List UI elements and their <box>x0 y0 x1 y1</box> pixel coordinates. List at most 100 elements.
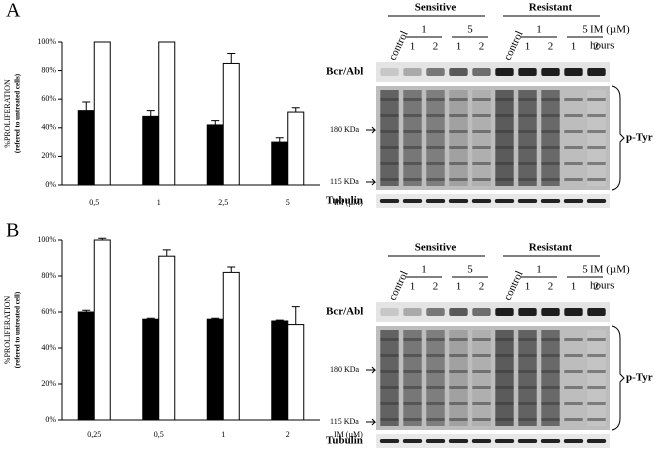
band <box>518 98 537 101</box>
band <box>426 114 445 117</box>
panel-label: B <box>6 220 19 242</box>
band <box>495 146 514 149</box>
panel-label: A <box>6 0 21 22</box>
band <box>403 130 422 133</box>
hour-label: 2 <box>594 281 600 293</box>
band <box>495 338 514 341</box>
band <box>426 146 445 149</box>
lane-label: control <box>502 29 526 62</box>
band <box>564 338 583 341</box>
band <box>587 402 606 405</box>
y-tick-label: 40% <box>41 123 56 132</box>
band <box>587 178 606 181</box>
error-bar <box>146 110 155 117</box>
band <box>518 308 537 316</box>
hour-label: 2 <box>594 41 600 53</box>
band <box>472 178 491 181</box>
band <box>541 146 560 149</box>
x-tick-label: 0,5 <box>154 430 164 439</box>
band <box>564 98 583 101</box>
band <box>472 338 491 341</box>
conc-label: 5 <box>582 264 588 276</box>
bar <box>271 320 289 421</box>
lane-smear <box>472 90 491 186</box>
band <box>518 114 537 117</box>
error-bar <box>211 120 220 125</box>
lane-smear <box>403 90 422 186</box>
band <box>425 439 446 443</box>
y-axis-label: (refered to untreated cell) <box>14 291 22 368</box>
bar <box>93 41 111 186</box>
bar <box>158 41 176 186</box>
group-label: Resistant <box>529 2 573 14</box>
group-label: Sensitive <box>415 2 457 14</box>
band <box>563 439 584 443</box>
bar <box>222 271 240 421</box>
bracket-label: p-Tyr <box>626 372 653 384</box>
band <box>380 308 399 316</box>
band <box>472 114 491 117</box>
band <box>586 199 607 203</box>
band <box>471 439 492 443</box>
x-axis-label: IM (µM) <box>334 430 363 439</box>
x-tick-label: 1 <box>221 430 225 439</box>
band <box>494 199 515 203</box>
band <box>448 439 469 443</box>
band <box>426 162 445 165</box>
error-bar <box>227 52 236 64</box>
band <box>380 386 399 389</box>
conc-label: 5 <box>467 24 473 36</box>
band <box>495 178 514 181</box>
band <box>403 308 422 316</box>
band <box>449 130 468 133</box>
band <box>587 114 606 117</box>
band <box>495 68 514 76</box>
hours-label: hours <box>590 280 614 292</box>
lane-smear <box>587 330 606 426</box>
hour-label: 1 <box>525 281 531 293</box>
error-bar <box>291 306 300 325</box>
blot-strip <box>376 194 610 208</box>
band <box>586 439 607 443</box>
band <box>541 130 560 133</box>
conc-label: 1 <box>536 264 542 276</box>
band <box>380 338 399 341</box>
band <box>403 146 422 149</box>
bar <box>206 124 224 186</box>
band <box>518 402 537 405</box>
band <box>564 146 583 149</box>
bracket <box>611 325 625 431</box>
error-bar <box>227 266 236 273</box>
band <box>380 68 399 76</box>
band <box>403 114 422 117</box>
band <box>541 418 560 421</box>
band <box>541 370 560 373</box>
conc-label: 5 <box>467 264 473 276</box>
band <box>540 199 561 203</box>
band <box>495 308 514 316</box>
hour-label: 1 <box>410 41 416 53</box>
band <box>541 308 560 316</box>
band <box>587 130 606 133</box>
band <box>495 354 514 357</box>
band <box>449 114 468 117</box>
conc-label: 1 <box>421 264 427 276</box>
band <box>380 114 399 117</box>
band <box>587 68 606 76</box>
lane-smear <box>518 330 537 426</box>
band <box>494 439 515 443</box>
hour-label: 1 <box>571 281 577 293</box>
band <box>402 199 423 203</box>
band <box>587 418 606 421</box>
band <box>495 370 514 373</box>
hour-label: 2 <box>433 41 439 53</box>
hour-label: 2 <box>548 41 554 53</box>
band <box>403 68 422 76</box>
conc-label: 1 <box>536 24 542 36</box>
error-bar <box>82 309 91 312</box>
lane-smear <box>380 90 399 186</box>
error-bar <box>275 319 284 321</box>
band <box>495 386 514 389</box>
band <box>541 98 560 101</box>
hour-label: 2 <box>479 281 485 293</box>
